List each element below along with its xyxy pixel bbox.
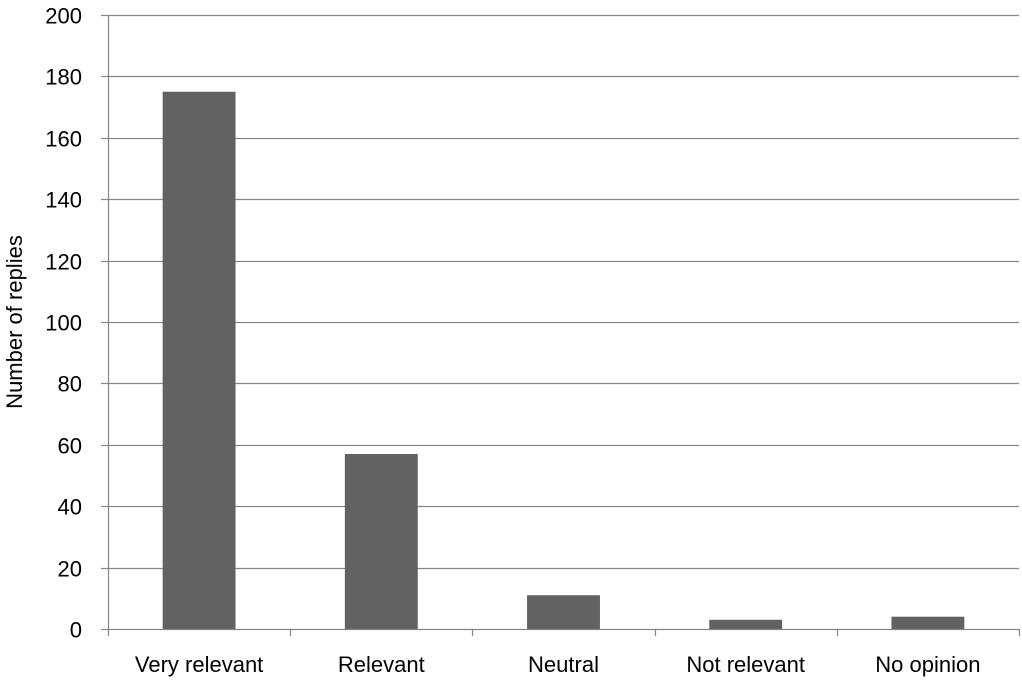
y-tick-label: 160 bbox=[45, 127, 82, 152]
y-tick-labels: 0 20 40 60 80 100 120 140 160 180 200 bbox=[45, 4, 82, 643]
y-tick-label: 200 bbox=[45, 4, 82, 29]
bar bbox=[344, 454, 418, 629]
bar bbox=[527, 595, 600, 629]
x-tick-label: No opinion bbox=[875, 652, 980, 677]
bar bbox=[891, 616, 965, 629]
x-tick-label: Very relevant bbox=[135, 652, 263, 677]
y-tick-label: 40 bbox=[58, 495, 82, 520]
bar bbox=[709, 619, 783, 629]
y-tick-label: 100 bbox=[45, 311, 82, 336]
x-tick-labels: Very relevant Relevant Neutral Not relevant… bbox=[135, 652, 981, 677]
y-tick-label: 20 bbox=[58, 557, 82, 582]
axes bbox=[101, 14, 1021, 636]
y-tick-label: 60 bbox=[58, 434, 82, 459]
bars bbox=[162, 91, 965, 629]
y-tick-label: 80 bbox=[58, 372, 82, 397]
y-tick-label: 180 bbox=[45, 65, 82, 90]
y-tick-label: 140 bbox=[45, 188, 82, 213]
y-axis-title: Number of replies bbox=[2, 235, 27, 409]
y-tick-label: 120 bbox=[45, 250, 82, 275]
gridlines bbox=[108, 14, 1019, 570]
x-tick-label: Relevant bbox=[338, 652, 425, 677]
x-tick-label: Neutral bbox=[528, 652, 599, 677]
y-tick-label: 0 bbox=[70, 618, 82, 643]
x-tick-label: Not relevant bbox=[686, 652, 805, 677]
bar bbox=[162, 91, 236, 629]
